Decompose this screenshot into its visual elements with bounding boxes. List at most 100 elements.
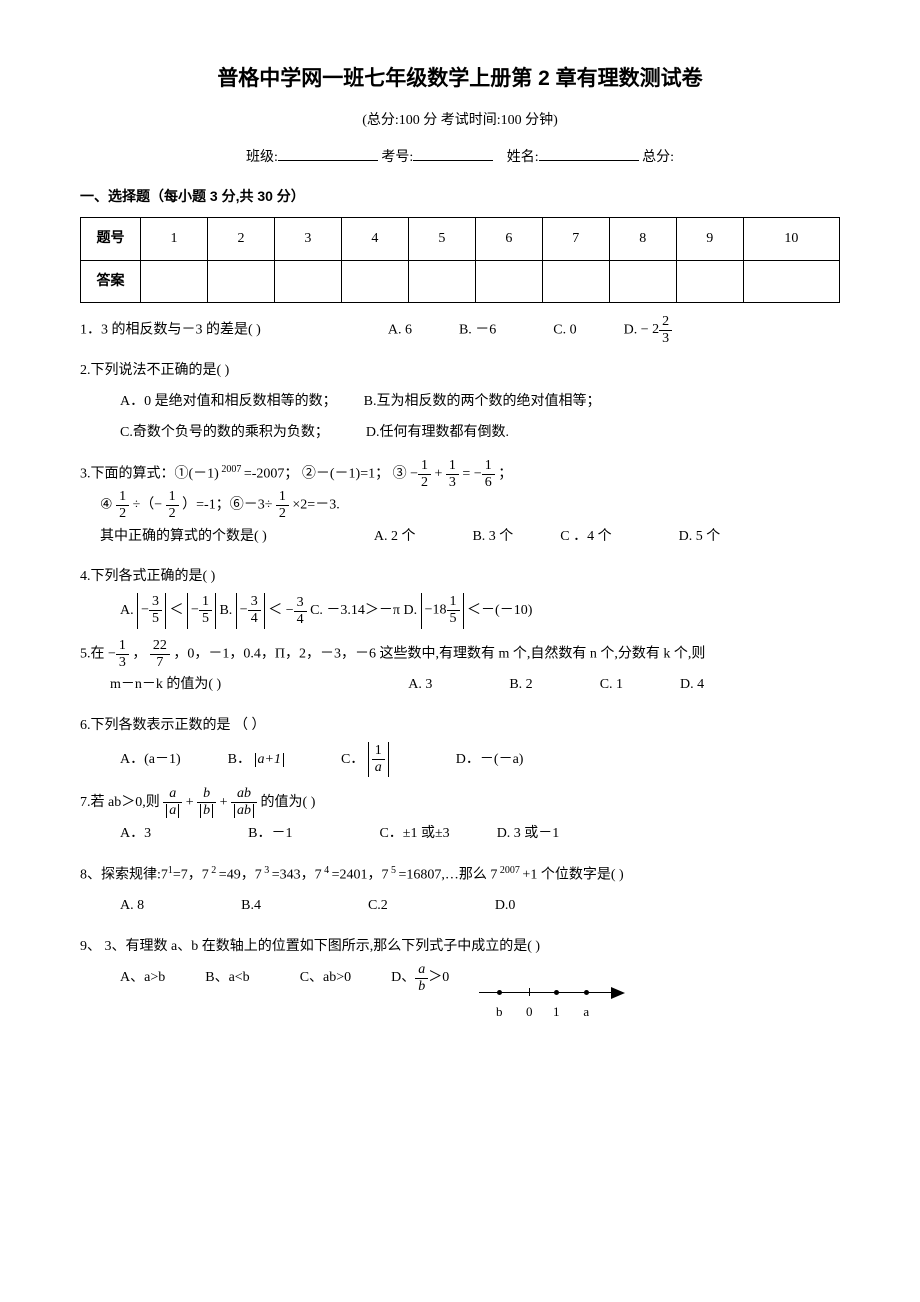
answer-cell <box>676 260 743 302</box>
q7-opt-b: B．－1 <box>248 826 292 841</box>
q5-opt-b: B. 2 <box>509 677 532 692</box>
col-num: 6 <box>475 218 542 260</box>
q5-f2: 227 <box>150 639 170 670</box>
q1-text: 1．3 的相反数与－3 的差是( ) <box>80 322 261 337</box>
q5-opt-c: C. 1 <box>600 677 623 692</box>
q7-t1: aa <box>163 787 182 818</box>
q9-opt-d-frac: ab <box>415 963 428 994</box>
q1-opt-c: C. 0 <box>553 322 576 337</box>
q8-opt-d: D.0 <box>495 898 516 913</box>
q9-opt-c: C、ab>0 <box>300 963 351 994</box>
q3-line2d: ×2=－3. <box>292 498 339 513</box>
col-num: 1 <box>141 218 208 260</box>
q6-opt-b-label: B． <box>228 752 251 767</box>
q1-opt-b: B. －6 <box>459 322 496 337</box>
q9-line1: 9、 3、有理数 a、b 在数轴上的位置如下图所示,那么下列式子中成立的是( ) <box>80 932 840 963</box>
q3-line2c: ）=-1；⑥－3÷ <box>182 498 272 513</box>
q2-opt-b: B.互为相反数的两个数的绝对值相等； <box>364 394 601 409</box>
q5-opt-a: A. 3 <box>408 677 432 692</box>
q7-line1a: 7.若 ab＞0,则 <box>80 795 160 810</box>
q3-line3: 其中正确的算式的个数是( ) <box>100 529 267 544</box>
q2-opt-c: C.奇数个负号的数的乘积为负数； <box>120 425 329 440</box>
row-header: 题号 <box>81 218 141 260</box>
answer-cell <box>141 260 208 302</box>
q6-opt-b-abs: a+1 <box>255 753 284 767</box>
q3-sup: 2007 <box>219 464 244 475</box>
q5-opt-d: D. 4 <box>680 677 704 692</box>
q6-opt-d: D．－(－a) <box>456 752 524 767</box>
q9-opt-d-label: D、 <box>391 963 415 994</box>
q3-line2b: ÷（− <box>133 498 163 513</box>
q3-opt-a: A. 2 个 <box>374 529 416 544</box>
q4-b-lt: ＜ <box>268 603 286 618</box>
table-row: 答案 <box>81 260 840 302</box>
q8-opt-c: C.2 <box>368 898 388 913</box>
q1-opt-d-frac: 23 <box>659 315 672 346</box>
q7-opt-c: C．±1 或±3 <box>379 826 449 841</box>
q4-d-abs: −1815 <box>421 593 464 629</box>
q8-opt-a: A. 8 <box>120 898 144 913</box>
q5-line1c: ，0，－1，0.4，Π，2，－3，－6 这些数中,有理数有 m 个,自然数有 n… <box>173 647 705 662</box>
q4-d-label: D. <box>404 603 421 618</box>
q7-t2: bb <box>197 787 216 818</box>
q1-opt-a: A. 6 <box>388 322 412 337</box>
col-num: 8 <box>609 218 676 260</box>
q3-opt-b: B. 3 个 <box>472 529 513 544</box>
q3-semi: ； <box>498 466 512 481</box>
class-blank <box>278 147 378 161</box>
answer-cell <box>274 260 341 302</box>
answer-cell <box>408 260 475 302</box>
q8-a: 8、探索规律:7 <box>80 867 168 882</box>
page-title: 普格中学网一班七年级数学上册第 2 章有理数测试卷 <box>80 60 840 98</box>
question-3: 3.下面的算式：①(－1) 2007 =-2007； ②－(－1)=1； ③ −… <box>80 459 840 553</box>
q3-line2a: ④ <box>100 498 113 513</box>
col-num: 5 <box>408 218 475 260</box>
table-row: 题号 1 2 3 4 5 6 7 8 9 10 <box>81 218 840 260</box>
question-1: 1．3 的相反数与－3 的差是( ) A. 6 B. －6 C. 0 D. − … <box>80 315 840 347</box>
q4-a-abs2: −15 <box>187 593 216 629</box>
q6-opt-a: A．(a－1) <box>120 752 181 767</box>
name-blank <box>539 147 639 161</box>
q3-g2: 12 <box>166 490 179 521</box>
question-8: 8、探索规律:71=7，7 2 =49，7 3 =343，7 4 =2401，7… <box>80 860 840 922</box>
question-7: 7.若 ab＞0,则 aa + bb + abab 的值为( ) A．3 B．－… <box>80 787 840 849</box>
name-label: 姓名: <box>507 150 539 165</box>
q3-line1b: =-2007； ②－(－1)=1； ③ <box>244 466 407 481</box>
q7-line1b: 的值为( ) <box>261 795 316 810</box>
q3-frac2: 13 <box>446 459 459 490</box>
examno-label: 考号: <box>381 150 413 165</box>
col-num: 3 <box>274 218 341 260</box>
q3-g1: 12 <box>116 490 129 521</box>
class-label: 班级: <box>246 150 278 165</box>
q3-eq: = <box>462 466 470 481</box>
answer-cell <box>207 260 274 302</box>
row-header: 答案 <box>81 260 141 302</box>
q6-opt-c-abs: 1a <box>368 742 389 778</box>
total-label: 总分: <box>642 150 674 165</box>
q5-line2: m－n－k 的值为( ) <box>110 677 221 692</box>
q2-text: 2.下列说法不正确的是( ) <box>80 356 840 387</box>
q3-opt-d: D. 5 个 <box>679 529 721 544</box>
q8-opt-b: B.4 <box>241 898 261 913</box>
q9-opt-d-suffix: ＞0 <box>428 963 449 994</box>
answer-table: 题号 1 2 3 4 5 6 7 8 9 10 答案 <box>80 217 840 302</box>
answer-cell <box>609 260 676 302</box>
question-6: 6.下列各数表示正数的是 （ ） A．(a－1) B． a+1 C． 1a D．… <box>80 711 840 777</box>
q4-b-label: B. <box>219 603 235 618</box>
q3-neg3: − <box>474 466 482 481</box>
q4-d-lt: ＜－(－10) <box>467 603 532 618</box>
q1-opt-d-neg: − <box>641 322 649 337</box>
col-num: 10 <box>743 218 839 260</box>
col-num: 9 <box>676 218 743 260</box>
q3-plus: + <box>435 466 443 481</box>
q4-b-abs1: −34 <box>236 593 265 629</box>
q6-text: 6.下列各数表示正数的是 （ ） <box>80 711 840 742</box>
col-num: 7 <box>542 218 609 260</box>
answer-cell <box>542 260 609 302</box>
q3-line1a: 3.下面的算式：①(－1) <box>80 466 219 481</box>
page-subtitle: (总分:100 分 考试时间:100 分钟) <box>80 108 840 133</box>
q5-f1: 13 <box>116 639 129 670</box>
question-2: 2.下列说法不正确的是( ) A．0 是绝对值和相反数相等的数； B.互为相反数… <box>80 356 840 448</box>
q7-opt-a: A．3 <box>120 826 151 841</box>
q3-g3: 12 <box>276 490 289 521</box>
